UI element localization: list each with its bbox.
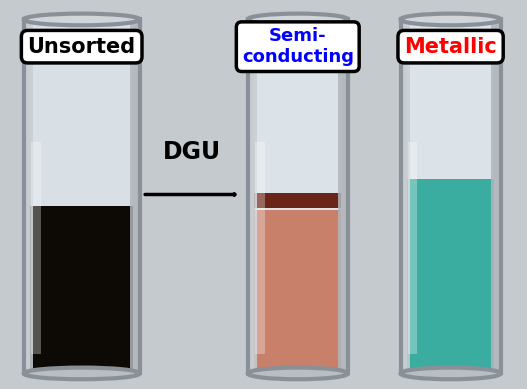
Text: Metallic: Metallic [404,37,497,57]
Bar [30,19,133,373]
Bar [248,19,257,373]
Bar [401,19,410,373]
Bar [408,142,417,354]
Bar [130,19,140,373]
Bar [24,19,33,373]
Bar [491,19,501,373]
Ellipse shape [248,14,348,25]
Bar [248,19,348,373]
Bar [338,19,348,373]
Ellipse shape [24,368,140,379]
Text: DGU: DGU [163,140,221,164]
Bar [254,210,341,373]
Text: Unsorted: Unsorted [27,37,136,57]
Bar [407,19,494,373]
Ellipse shape [401,368,501,379]
Ellipse shape [24,14,140,25]
Ellipse shape [248,368,348,379]
Bar [401,19,501,373]
Ellipse shape [401,14,501,25]
Bar [254,193,341,208]
Bar [31,142,41,354]
Bar [255,142,265,354]
Bar [407,179,494,373]
Bar [254,19,341,373]
Text: Semi-
conducting: Semi- conducting [242,27,354,66]
Bar [30,206,133,373]
Bar [24,19,140,373]
